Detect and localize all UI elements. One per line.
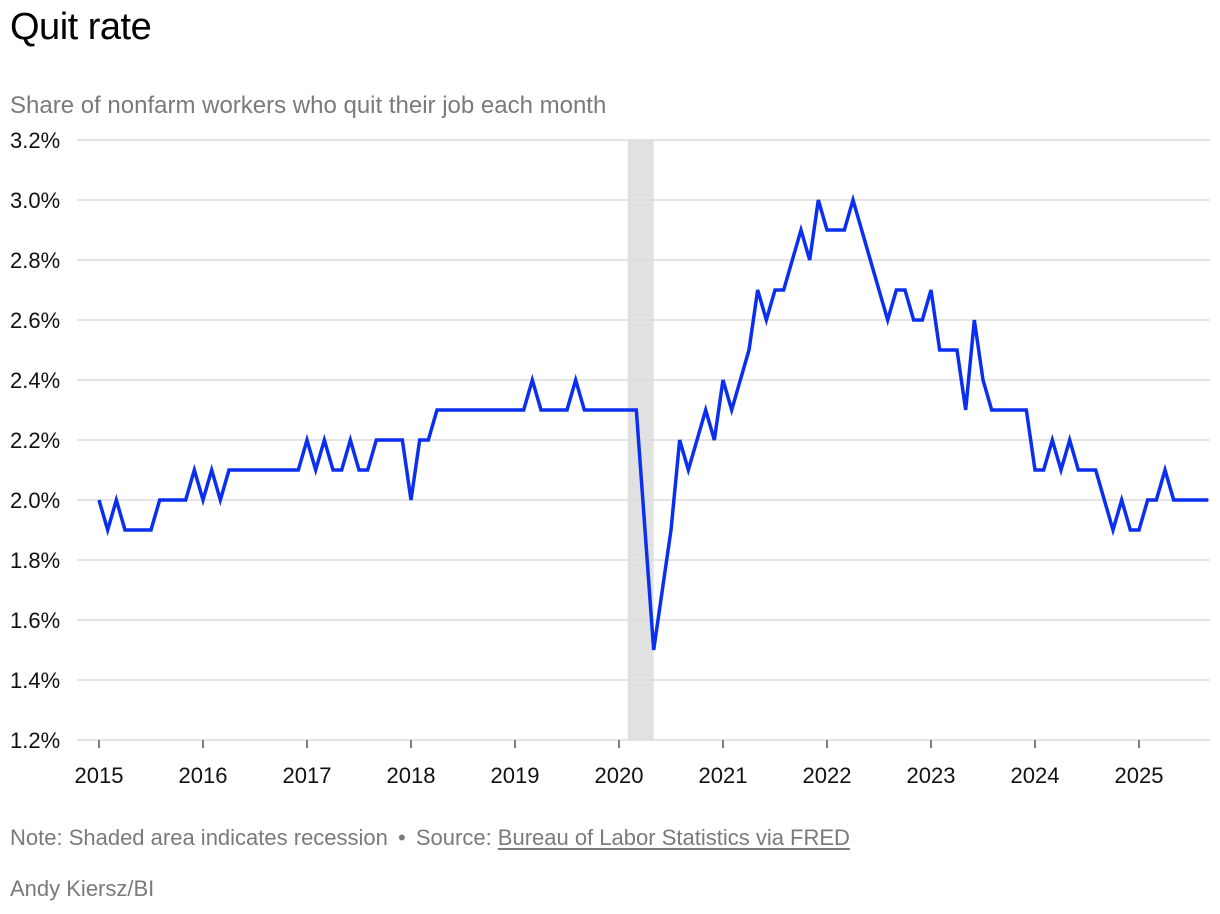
y-tick-label: 2.8% xyxy=(10,248,60,273)
x-tick-label: 2020 xyxy=(595,763,644,788)
x-tick-label: 2015 xyxy=(75,763,124,788)
y-tick-label: 2.0% xyxy=(10,488,60,513)
source-prefix: Source: xyxy=(415,825,498,850)
y-tick-label: 1.8% xyxy=(10,548,60,573)
x-tick-label: 2024 xyxy=(1011,763,1060,788)
x-tick-label: 2016 xyxy=(179,763,228,788)
x-tick-label: 2019 xyxy=(491,763,540,788)
chart-title: Quit rate xyxy=(10,6,152,48)
y-tick-label: 2.2% xyxy=(10,428,60,453)
y-tick-label: 3.0% xyxy=(10,188,60,213)
y-tick-label: 2.4% xyxy=(10,368,60,393)
y-tick-label: 1.2% xyxy=(10,728,60,753)
chart-subtitle: Share of nonfarm workers who quit their … xyxy=(10,92,607,119)
y-tick-label: 1.4% xyxy=(10,668,60,693)
x-tick-label: 2022 xyxy=(803,763,852,788)
note-text: Note: Shaded area indicates recession xyxy=(10,825,388,850)
x-tick-label: 2023 xyxy=(907,763,956,788)
separator-dot: • xyxy=(398,825,406,850)
footer-note: Note: Shaded area indicates recession • … xyxy=(10,825,850,851)
x-tick-label: 2021 xyxy=(699,763,748,788)
source-link[interactable]: Bureau of Labor Statistics via FRED xyxy=(497,825,850,850)
y-tick-label: 2.6% xyxy=(10,308,60,333)
quit-rate-line xyxy=(97,193,1209,651)
x-tick-label: 2018 xyxy=(387,763,436,788)
y-tick-label: 3.2% xyxy=(10,128,60,153)
x-tick-label: 2017 xyxy=(283,763,332,788)
byline: Andy Kiersz/BI xyxy=(10,876,155,901)
y-tick-label: 1.6% xyxy=(10,608,60,633)
x-tick-label: 2025 xyxy=(1115,763,1164,788)
